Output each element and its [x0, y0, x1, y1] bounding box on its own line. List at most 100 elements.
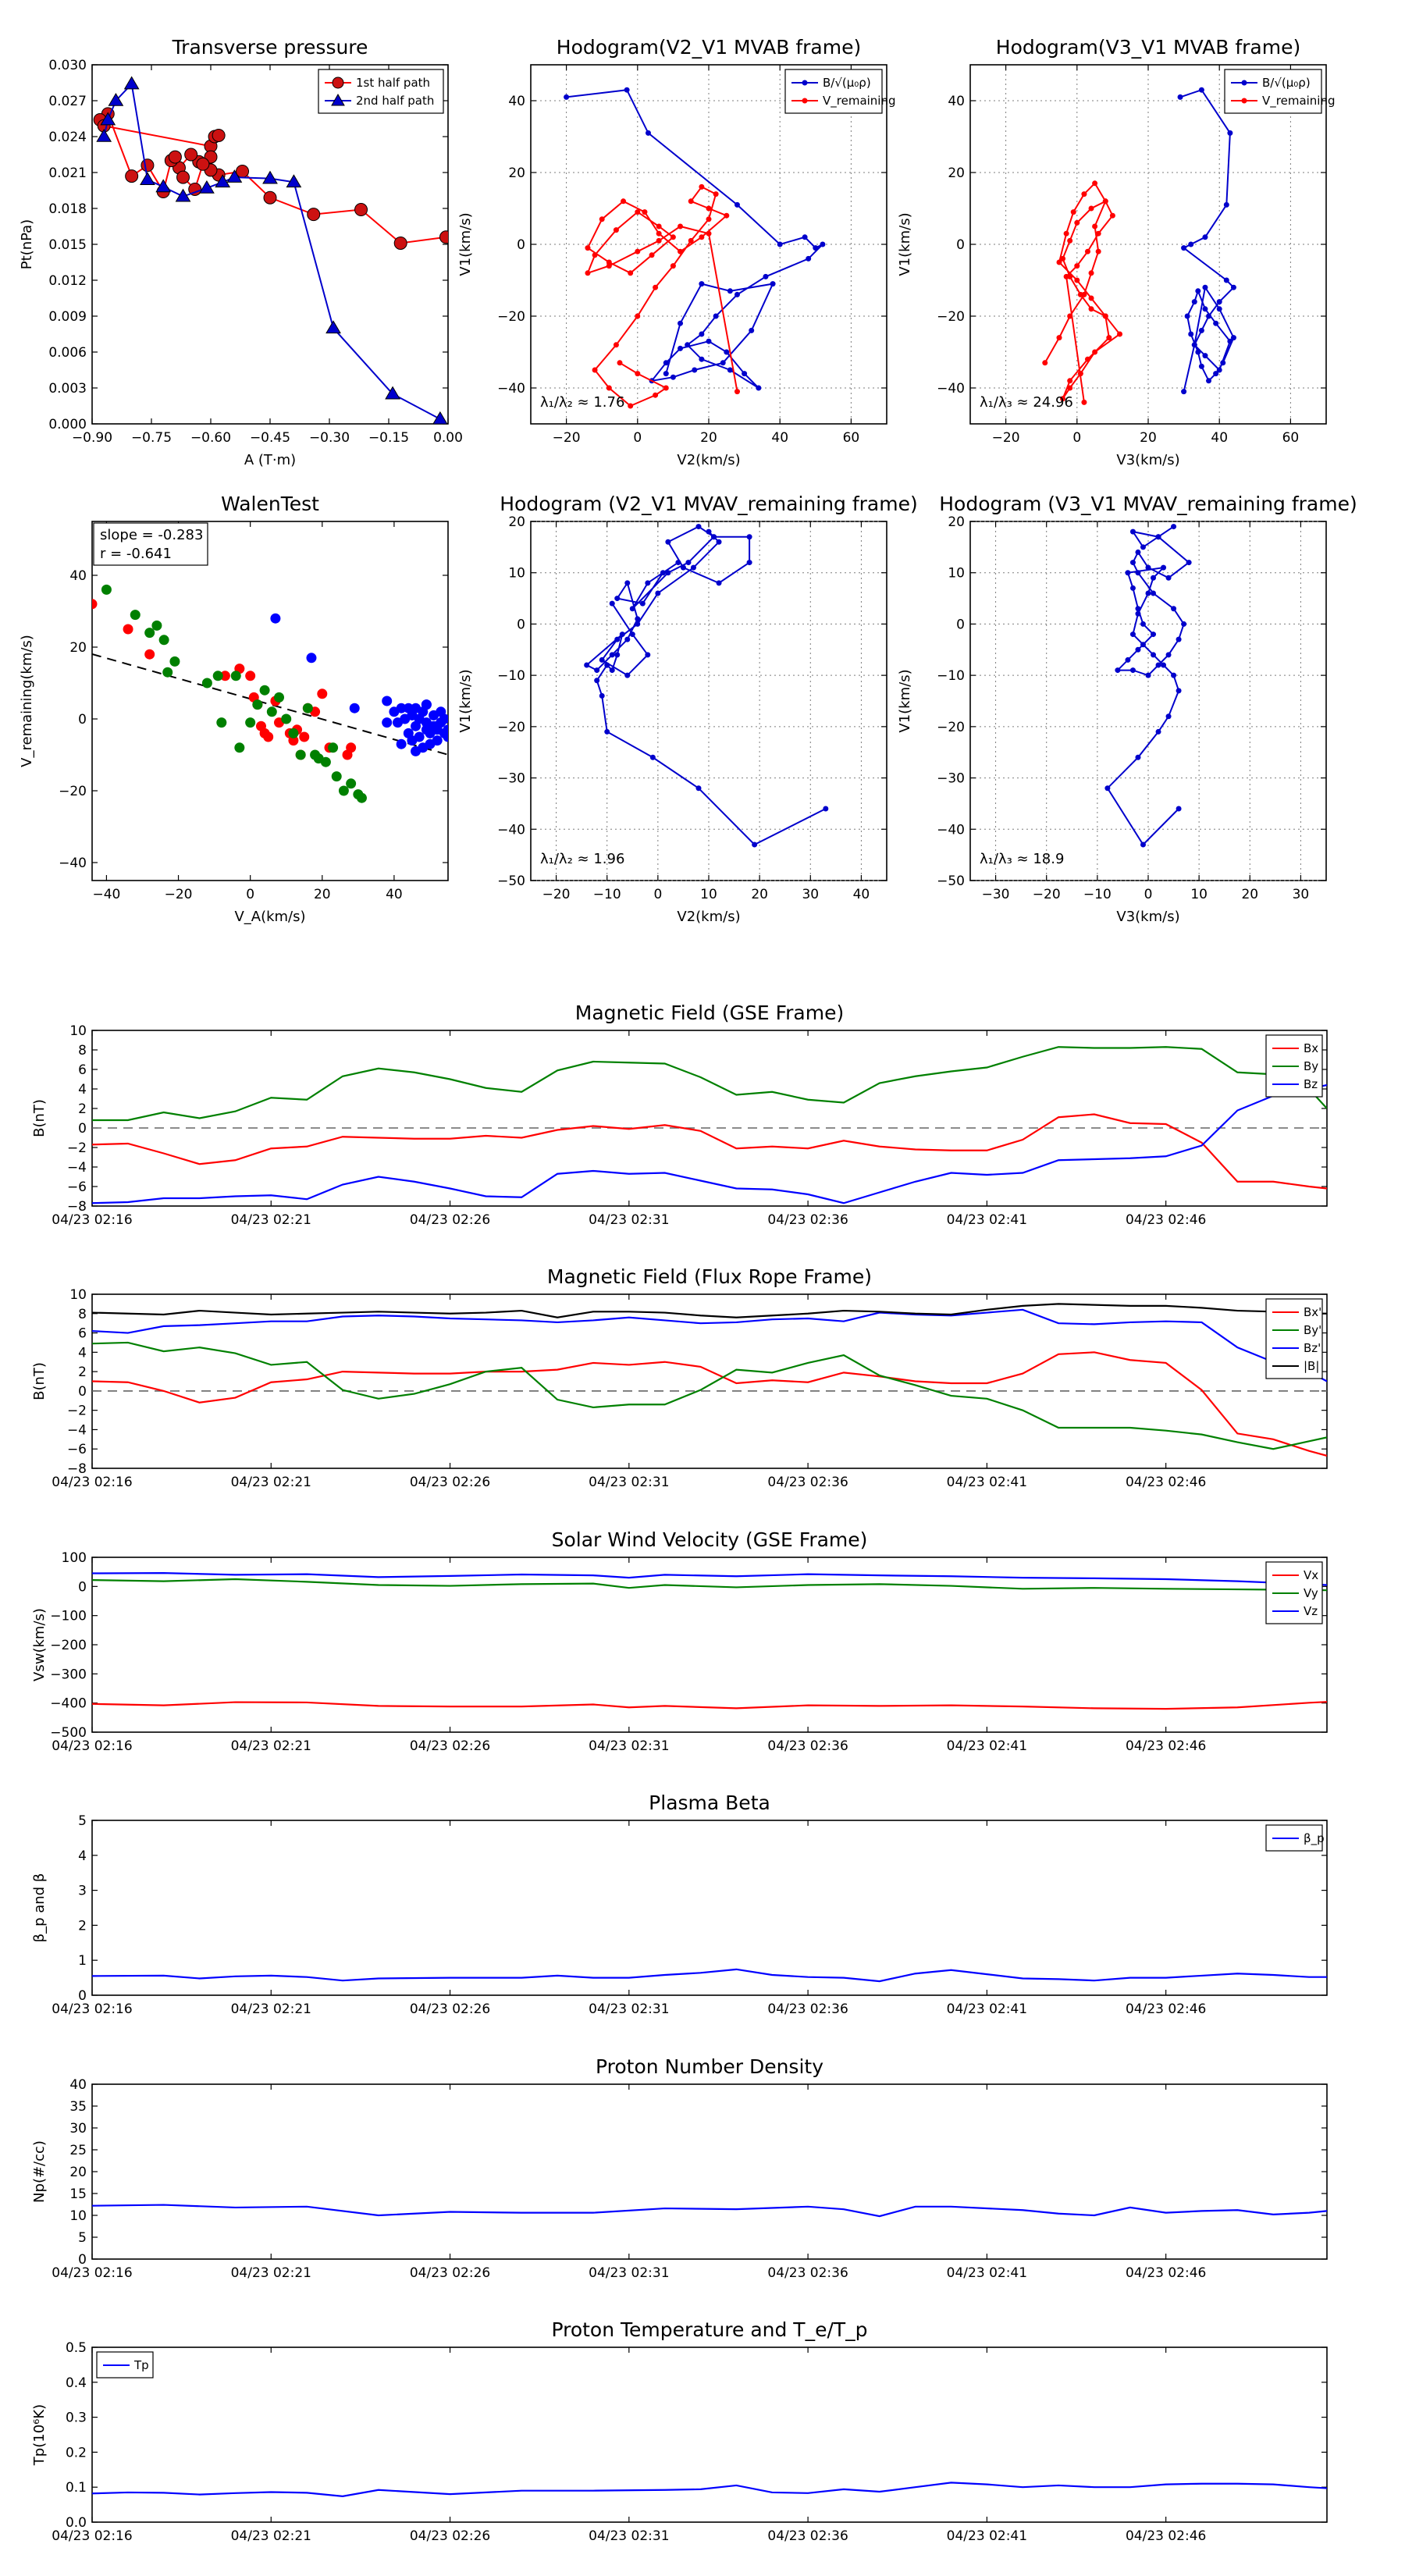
y-tick-label: 6: [78, 1062, 87, 1078]
data-point: [1177, 94, 1183, 100]
scatter-point: [259, 685, 270, 696]
data-point: [1188, 331, 1194, 337]
data-point: [619, 632, 625, 638]
scatter-point: [212, 671, 223, 681]
data-point: [1140, 544, 1146, 550]
data-point: [706, 205, 712, 212]
data-point: [1135, 549, 1141, 555]
data-point: [585, 270, 591, 276]
data-point: [678, 248, 684, 254]
eigenvalue-ratio: λ₁/λ₃ ≈ 18.9: [980, 851, 1064, 867]
scatter-point: [288, 728, 299, 738]
y-tick-label: 20: [69, 640, 87, 656]
x-tick-label: 30: [802, 887, 819, 902]
x-tick-label: 04/23 02:21: [231, 2265, 311, 2281]
panel-mag_gse: Magnetic Field (GSE Frame) −8 −6 −4 −2 0 2 4 6 8 1…: [31, 1002, 1328, 1228]
scatter-point: [432, 735, 443, 746]
data-point: [592, 252, 598, 258]
y-tick-label: −20: [59, 784, 87, 799]
data-point: [813, 245, 819, 251]
data-point: [1129, 667, 1136, 674]
data-point: [690, 564, 696, 571]
scatter-point: [349, 703, 360, 713]
data-point: [1140, 621, 1146, 627]
data-point: [592, 367, 598, 373]
data-point: [175, 188, 191, 202]
data-point: [746, 534, 752, 540]
data-point: [1230, 335, 1236, 341]
y-tick-label: 1: [78, 1953, 87, 1969]
stats-text: slope = -0.283: [100, 527, 203, 543]
scatter-point: [411, 745, 422, 756]
data-point: [1129, 632, 1136, 638]
panel-hodogram_v3v1_mvab: Hodogram(V3_V1 MVAB frame) −40 −20 0 20 40 −20…: [897, 36, 1336, 468]
chart-title: Hodogram (V3_V1 MVAV_remaining frame): [939, 493, 1357, 515]
y-tick-label: −40: [59, 856, 87, 871]
y-tick-label: 5: [78, 2230, 87, 2246]
data-point: [1056, 335, 1062, 341]
y-tick-label: −10: [937, 668, 965, 684]
y-axis-label: Pt(nPa): [19, 219, 35, 269]
y-tick-label: −40: [937, 822, 965, 838]
x-tick-label: 20: [314, 887, 331, 902]
data-point: [711, 534, 717, 540]
y-tick-label: 2: [78, 1364, 87, 1380]
data-point: [1067, 378, 1073, 384]
legend-box: [784, 69, 883, 114]
data-point: [1067, 385, 1073, 391]
data-point: [1115, 667, 1121, 674]
data-point: [123, 76, 140, 90]
legend-label: V_remaining: [823, 94, 896, 109]
scatter-point: [331, 771, 342, 782]
plot-marks: [92, 2204, 1327, 2218]
data-point: [678, 345, 684, 351]
legend-label: By: [1304, 1059, 1318, 1073]
plot-marks: [92, 1968, 1327, 1983]
series-line-By: [92, 1046, 1327, 1122]
x-tick-label: 04/23 02:31: [589, 2528, 669, 2544]
series-line-Bx': [92, 1351, 1327, 1457]
data-point: [770, 281, 776, 287]
data-point: [1135, 606, 1141, 612]
x-tick-label: 04/23 02:31: [589, 2265, 669, 2281]
y-tick-label: 10: [508, 566, 525, 582]
y-tick-label: 0.012: [48, 273, 87, 289]
y-tick-label: 0.4: [66, 2375, 87, 2391]
y-tick-label: 0: [956, 237, 965, 253]
data-point: [196, 157, 210, 171]
data-point: [635, 371, 641, 377]
y-tick-label: 4: [78, 1082, 87, 1098]
y-tick-label: 0: [78, 1988, 87, 2004]
x-tick-label: 10: [700, 887, 717, 902]
scatter-point: [266, 706, 277, 717]
data-point: [262, 170, 278, 184]
y-tick-label: −500: [50, 1725, 87, 1741]
y-tick-label: 0.2: [66, 2445, 87, 2460]
data-point: [624, 636, 631, 642]
x-tick-label: 04/23 02:26: [410, 2001, 490, 2017]
y-axis-label: B(nT): [31, 1362, 48, 1400]
data-point: [621, 198, 627, 205]
data-point: [1092, 223, 1098, 229]
data-point: [635, 616, 641, 622]
panel-hodogram_v2v1_mvav: Hodogram (V2_V1 MVAV_remaining frame) −50…: [457, 493, 918, 925]
data-point: [752, 841, 758, 848]
y-tick-label: −10: [497, 668, 525, 684]
plot-marks: [564, 87, 826, 409]
data-point: [1084, 248, 1090, 254]
x-tick-label: 04/23 02:41: [947, 1212, 1027, 1228]
x-tick-label: 04/23 02:46: [1126, 2265, 1206, 2281]
scatter-point: [245, 671, 256, 681]
data-point: [746, 560, 752, 566]
data-point: [199, 180, 215, 194]
data-point: [1181, 245, 1187, 251]
data-point: [1181, 621, 1187, 627]
data-point: [639, 600, 646, 607]
data-point: [1095, 230, 1101, 237]
y-tick-label: 10: [69, 2208, 87, 2224]
x-tick-label: −20: [1033, 887, 1061, 902]
scatter-point: [317, 688, 328, 699]
legend-label: Bz: [1304, 1077, 1318, 1091]
data-point: [1202, 306, 1208, 312]
y-tick-label: 0: [517, 237, 525, 253]
